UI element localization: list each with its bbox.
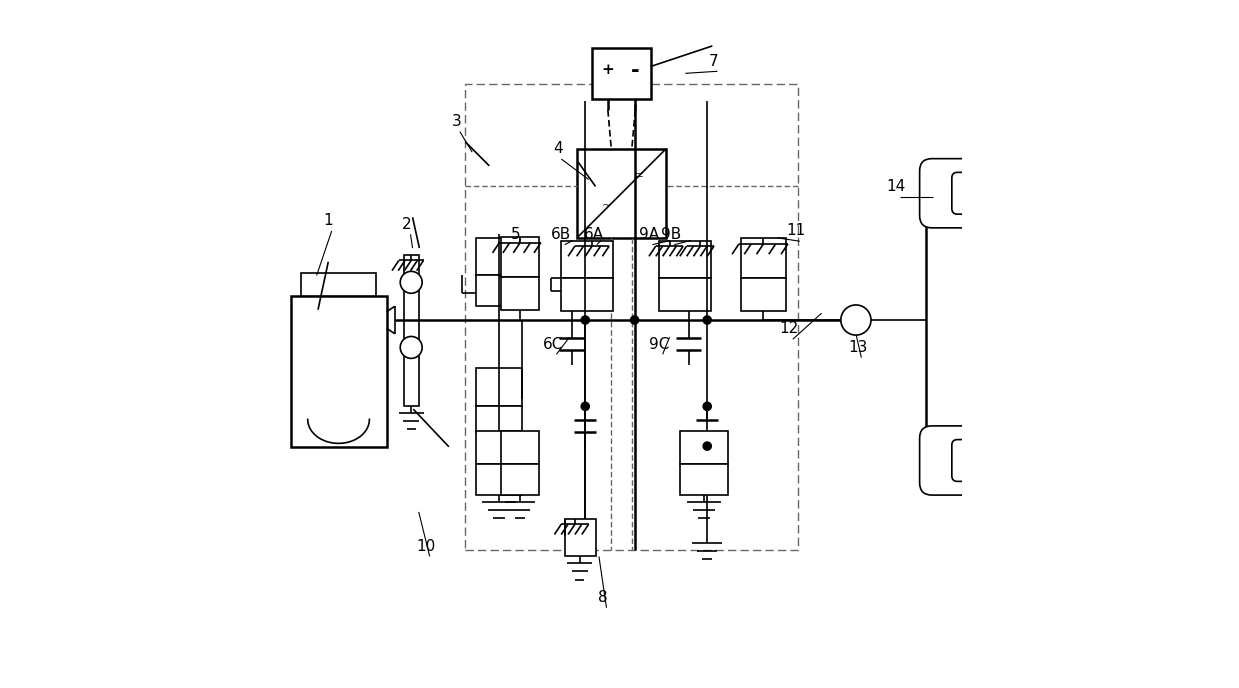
Bar (577, 149, 667, 238)
Bar (476, 238, 522, 275)
Text: 6A: 6A (584, 227, 603, 242)
FancyBboxPatch shape (919, 426, 1051, 495)
Bar (476, 464, 522, 495)
Bar (741, 239, 786, 278)
Circle shape (841, 305, 871, 335)
Text: 1: 1 (323, 213, 333, 228)
Text: +: + (601, 63, 615, 77)
Bar (476, 275, 522, 306)
Bar (301, 273, 377, 296)
Text: 3: 3 (451, 114, 461, 129)
Circle shape (703, 316, 711, 324)
Text: 9B: 9B (660, 227, 681, 242)
Circle shape (703, 442, 711, 450)
Text: =: = (634, 170, 643, 182)
Circle shape (581, 402, 590, 411)
Bar (502, 237, 539, 277)
Bar (476, 406, 522, 433)
Bar (680, 464, 727, 495)
Circle shape (631, 316, 638, 324)
Bar (501, 464, 539, 495)
Bar (291, 296, 387, 447)
Text: 11: 11 (787, 224, 805, 239)
Bar (466, 84, 798, 550)
Bar (659, 278, 711, 311)
Bar (476, 368, 522, 406)
Bar (476, 431, 522, 464)
FancyBboxPatch shape (952, 440, 1005, 482)
Text: 6C: 6C (543, 336, 564, 352)
Text: 10: 10 (416, 539, 436, 554)
Text: 5: 5 (510, 227, 520, 242)
Bar (741, 278, 786, 311)
Text: 9C: 9C (649, 336, 669, 352)
Text: 2: 2 (403, 217, 411, 232)
FancyBboxPatch shape (952, 173, 1005, 214)
Text: 13: 13 (849, 340, 867, 355)
Text: 6B: 6B (551, 227, 571, 242)
Bar (561, 241, 612, 278)
Circle shape (400, 336, 422, 358)
Bar (502, 277, 539, 310)
Text: 9A: 9A (639, 227, 659, 242)
Bar (404, 255, 419, 406)
Bar (680, 431, 727, 464)
Text: -: - (631, 60, 639, 80)
Text: 14: 14 (887, 179, 906, 194)
Bar (565, 519, 596, 557)
Bar (592, 47, 650, 99)
Circle shape (400, 271, 422, 293)
Bar (659, 241, 711, 278)
Text: ~: ~ (602, 199, 611, 212)
Circle shape (581, 316, 590, 324)
Text: 4: 4 (553, 141, 563, 156)
FancyBboxPatch shape (919, 159, 1051, 228)
Text: 12: 12 (779, 321, 799, 336)
Text: 7: 7 (709, 54, 719, 69)
Bar (561, 278, 612, 311)
Text: 8: 8 (598, 590, 608, 605)
Circle shape (703, 402, 711, 411)
Bar (501, 431, 539, 464)
